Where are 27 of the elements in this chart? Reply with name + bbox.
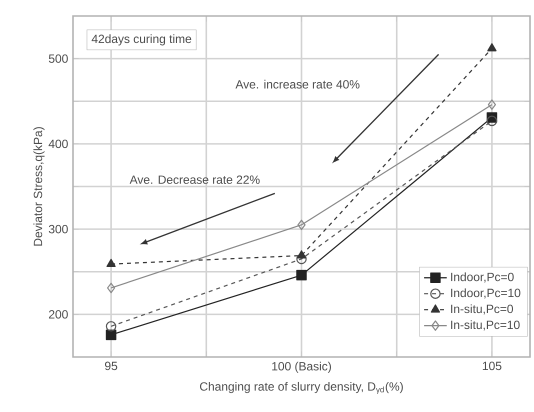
y-axis-title: Deviator Stress,q(kPa) — [33, 127, 45, 246]
point — [487, 43, 497, 52]
annotation: Ave. Decrease rate 22% — [130, 175, 260, 184]
annotation: 42days curing time — [92, 34, 192, 46]
legend-label: In-situ,Pc=10 — [451, 320, 520, 330]
y-tick-label: 500 — [48, 54, 68, 63]
x-axis-title: Changing rate of slurry density, D$_{γd}$(%) — [200, 382, 403, 394]
point — [488, 99, 496, 110]
point — [107, 282, 116, 294]
x-tick-label: 100 (Basic) — [272, 362, 331, 373]
x-tick-label: 105 — [482, 362, 502, 370]
legend-label: In-situ,Pc=0 — [451, 304, 514, 315]
legend-label: Indoor,Pc=10 — [451, 288, 520, 299]
point — [486, 116, 498, 126]
point — [296, 250, 306, 258]
point — [106, 258, 116, 267]
point — [106, 330, 116, 340]
y-tick-label: 300 — [48, 224, 68, 234]
y-tick-label: 200 — [48, 310, 68, 319]
y-tick-label: 400 — [48, 140, 68, 148]
annotation: Ave. increase rate 40% — [235, 80, 360, 89]
point — [106, 321, 116, 332]
point — [297, 220, 306, 230]
point — [296, 254, 307, 264]
point — [296, 270, 307, 280]
legend-label: Indoor,Pc=0 — [451, 272, 514, 283]
x-tick-label: 95 — [104, 362, 118, 370]
